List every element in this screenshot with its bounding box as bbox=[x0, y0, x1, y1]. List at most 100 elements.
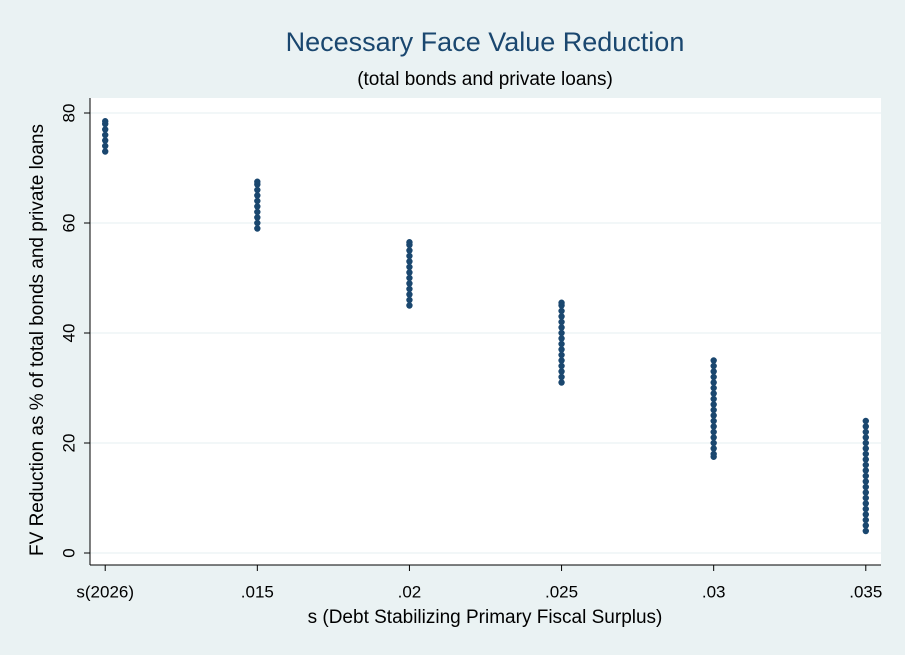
point bbox=[862, 439, 869, 447]
point bbox=[710, 390, 717, 397]
point bbox=[406, 291, 413, 298]
point bbox=[406, 274, 413, 282]
point bbox=[406, 263, 413, 271]
point bbox=[406, 252, 413, 260]
point bbox=[254, 192, 261, 199]
point bbox=[710, 450, 717, 458]
chart-title: Necessary Face Value Reduction bbox=[286, 27, 685, 57]
point bbox=[862, 445, 869, 452]
y-tick-label: 80 bbox=[59, 104, 78, 123]
grid bbox=[90, 112, 881, 554]
point bbox=[710, 434, 717, 441]
y-tick-label: 20 bbox=[59, 434, 78, 453]
point bbox=[862, 417, 869, 425]
point bbox=[862, 472, 869, 480]
point bbox=[254, 197, 261, 205]
point bbox=[710, 373, 717, 381]
point bbox=[406, 280, 413, 287]
point bbox=[558, 373, 565, 381]
point bbox=[862, 522, 869, 529]
point bbox=[710, 379, 717, 386]
y-axis-label: FV Reduction as % of total bonds and pri… bbox=[27, 124, 48, 556]
chart-subtitle: (total bonds and private loans) bbox=[357, 69, 613, 90]
point bbox=[862, 494, 869, 502]
point bbox=[710, 368, 717, 375]
point bbox=[710, 362, 717, 370]
point bbox=[862, 511, 869, 518]
point bbox=[710, 406, 717, 414]
point bbox=[558, 346, 565, 353]
point bbox=[406, 269, 413, 276]
point bbox=[254, 225, 261, 232]
point bbox=[558, 307, 565, 315]
y-tick-label: 60 bbox=[59, 214, 78, 233]
point bbox=[862, 461, 869, 469]
point bbox=[710, 445, 717, 452]
x-tick-label: .02 bbox=[398, 582, 422, 601]
point bbox=[558, 362, 565, 370]
point bbox=[558, 324, 565, 331]
point bbox=[862, 434, 869, 441]
points bbox=[102, 118, 869, 535]
point bbox=[254, 214, 261, 221]
point bbox=[406, 285, 413, 293]
point bbox=[710, 395, 717, 403]
point bbox=[862, 483, 869, 491]
point bbox=[406, 258, 413, 265]
point bbox=[862, 428, 869, 436]
point bbox=[710, 423, 717, 430]
point bbox=[710, 357, 717, 364]
point bbox=[862, 505, 869, 513]
point bbox=[710, 412, 717, 419]
point bbox=[254, 186, 261, 194]
point bbox=[102, 118, 109, 125]
point bbox=[862, 500, 869, 507]
point bbox=[406, 296, 413, 304]
point bbox=[862, 423, 869, 430]
point bbox=[558, 313, 565, 320]
point bbox=[558, 379, 565, 386]
x-axis-label: s (Debt Stabilizing Primary Fiscal Surpl… bbox=[308, 607, 663, 628]
point bbox=[254, 219, 261, 227]
point bbox=[862, 489, 869, 496]
point bbox=[406, 302, 413, 309]
point bbox=[558, 351, 565, 359]
y-tick-label: 0 bbox=[59, 548, 78, 557]
x-tick-label: .03 bbox=[702, 582, 726, 601]
point bbox=[710, 417, 717, 425]
point bbox=[558, 368, 565, 375]
point bbox=[254, 178, 261, 185]
point bbox=[254, 203, 261, 210]
point bbox=[558, 299, 565, 306]
point bbox=[102, 137, 109, 144]
point bbox=[710, 384, 717, 392]
point bbox=[102, 148, 109, 155]
point bbox=[862, 516, 869, 524]
y-tick-label: 40 bbox=[59, 324, 78, 343]
point bbox=[862, 467, 869, 474]
point bbox=[862, 456, 869, 463]
point bbox=[862, 527, 869, 535]
point bbox=[710, 439, 717, 447]
point bbox=[558, 340, 565, 348]
point bbox=[254, 208, 261, 216]
x-tick-label: .025 bbox=[545, 582, 578, 601]
x-tick-label: s(2026) bbox=[76, 582, 134, 601]
point bbox=[710, 401, 717, 408]
point bbox=[862, 450, 869, 458]
point bbox=[102, 131, 109, 139]
point bbox=[558, 357, 565, 364]
point bbox=[406, 239, 413, 246]
plot-area bbox=[90, 98, 881, 565]
point bbox=[406, 247, 413, 254]
point bbox=[710, 428, 717, 436]
point bbox=[102, 142, 109, 150]
x-tick-label: .015 bbox=[241, 582, 274, 601]
point bbox=[558, 318, 565, 326]
point bbox=[102, 126, 109, 133]
point bbox=[558, 329, 565, 337]
point bbox=[558, 335, 565, 342]
x-tick-label: .035 bbox=[849, 582, 882, 601]
point bbox=[862, 478, 869, 485]
